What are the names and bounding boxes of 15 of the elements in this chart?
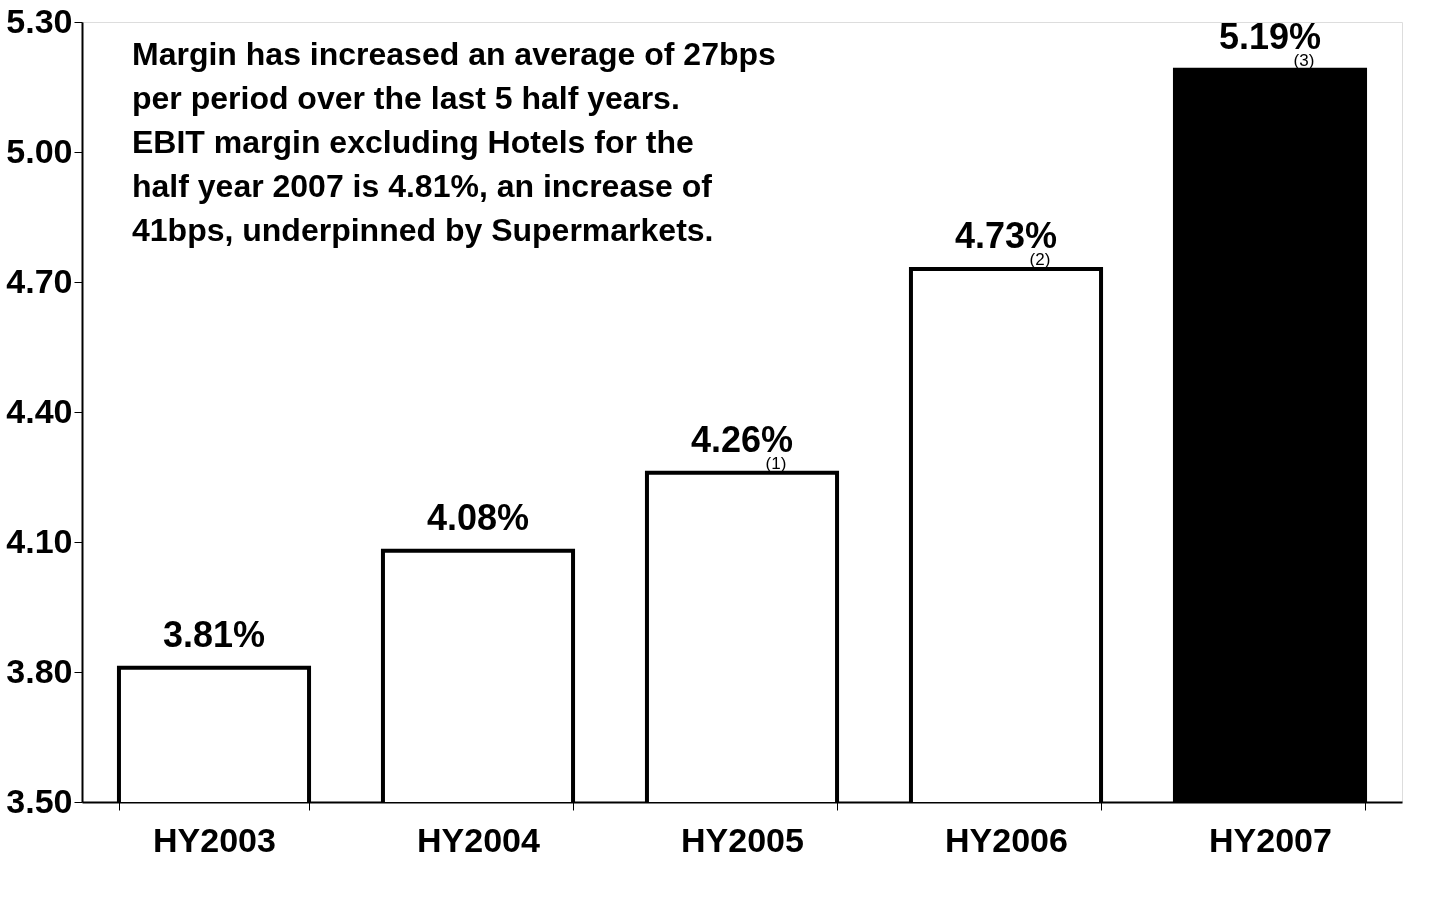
x-tick-label: HY2006	[945, 820, 1068, 859]
annotation: Margin has increased an average of 27bps per period over the last 5 half years. EBIT margin excluding Hotels for the half year 2007 is 4.81%, an increase of 41bps, underpinned by Supermarkets.	[132, 36, 776, 248]
y-tick-label: 3.80	[6, 651, 73, 690]
y-tick-label: 3.50	[6, 781, 73, 820]
x-tick-label: HY2007	[1209, 820, 1332, 859]
y-tick-label: 4.10	[6, 521, 73, 560]
y-tick-label: 4.70	[6, 261, 73, 300]
y-tick-label: 5.30	[6, 1, 73, 40]
x-tick-label: HY2005	[681, 820, 804, 859]
y-tick-label: 4.40	[6, 391, 73, 430]
y-tick-label: 5.00	[6, 131, 73, 170]
x-tick-label: HY2003	[153, 820, 276, 859]
data-label: 4.08%	[426, 496, 530, 538]
x-tick-label: HY2004	[417, 820, 541, 859]
data-label: 3.81%	[162, 613, 266, 655]
